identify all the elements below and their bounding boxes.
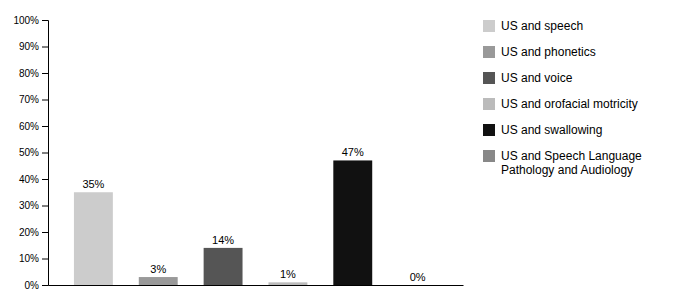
data-label: 0% [410, 271, 426, 283]
legend-label: US and phonetics [501, 45, 596, 59]
y-axis: 0% 10% 20% 30% 40% 50% 60% 70% 80% 90% 100% [13, 15, 48, 291]
tick: 10% [19, 253, 48, 264]
legend-item: US and orofacial motricity [483, 97, 638, 111]
tick-label: 30% [19, 200, 39, 211]
tick-label: 40% [19, 174, 39, 185]
tick-mark [42, 100, 48, 101]
tick-label: 50% [19, 147, 39, 158]
tick-mark [42, 232, 48, 233]
x-axis [49, 285, 464, 286]
tick-label: 100% [13, 15, 39, 26]
tick: 30% [19, 200, 48, 211]
axis-line [42, 21, 49, 286]
tick-label: 80% [19, 68, 39, 79]
tick-mark [42, 285, 48, 286]
tick-mark [42, 73, 48, 74]
legend-swatch [483, 20, 495, 32]
tick-mark [42, 206, 48, 207]
tick-mark [42, 126, 48, 127]
bar [333, 160, 372, 285]
data-label: 14% [212, 234, 234, 246]
tick: 50% [19, 147, 48, 158]
tick-label: 0% [25, 280, 40, 291]
tick: 80% [19, 68, 48, 79]
data-label: 1% [280, 268, 296, 280]
bar [398, 285, 437, 286]
tick-mark [42, 153, 48, 154]
tick: 0% [25, 280, 48, 291]
legend-label: US and speech [501, 19, 583, 33]
bar [204, 248, 243, 285]
plot: 0% 10% 20% 30% 40% 50% 60% 70% 80% 90% 100% 35% 3% 14… [13, 15, 463, 291]
legend-swatch [483, 98, 495, 110]
tick-mark [42, 47, 48, 48]
chart: 0% 10% 20% 30% 40% 50% 60% 70% 80% 90% 100% 35% 3% 14… [0, 0, 698, 303]
legend: US and speech US and phonetics US and voic… [483, 19, 642, 177]
tick-mark [42, 20, 48, 21]
bars [74, 160, 372, 285]
legend-item: US and phonetics [483, 45, 596, 59]
bar [74, 192, 113, 285]
data-label: 47% [342, 146, 364, 158]
bar [139, 277, 178, 285]
legend-label: US and swallowing [501, 123, 602, 137]
data-label: 3% [150, 263, 166, 275]
tick-label: 10% [19, 253, 39, 264]
legend-item: US and swallowing [483, 123, 602, 137]
legend-swatch [483, 150, 495, 162]
tick: 90% [19, 41, 48, 52]
legend-item: US and speech [483, 19, 583, 33]
legend-item: US and voice [483, 71, 573, 85]
legend-swatch [483, 72, 495, 84]
legend-label: US and Speech LanguagePathology and Audi… [501, 149, 642, 177]
legend-label: US and voice [501, 71, 573, 85]
tick-label: 60% [19, 121, 39, 132]
bar [268, 282, 307, 285]
legend-swatch [483, 46, 495, 58]
tick: 100% [13, 15, 48, 26]
legend-label: US and orofacial motricity [501, 97, 638, 111]
axis-line [49, 285, 464, 286]
tick: 70% [19, 94, 48, 105]
tick-mark [42, 179, 48, 180]
legend-item: US and Speech LanguagePathology and Audi… [483, 149, 642, 177]
tick-mark [42, 259, 48, 260]
tick-label: 90% [19, 41, 39, 52]
data-label: 35% [82, 178, 104, 190]
tick: 60% [19, 121, 48, 132]
data-labels: 35% 3% 14% 1% 47% 0% [82, 146, 425, 283]
tick: 40% [19, 174, 48, 185]
legend-swatch [483, 124, 495, 136]
tick-label: 70% [19, 94, 39, 105]
tick: 20% [19, 227, 48, 238]
tick-label: 20% [19, 227, 39, 238]
